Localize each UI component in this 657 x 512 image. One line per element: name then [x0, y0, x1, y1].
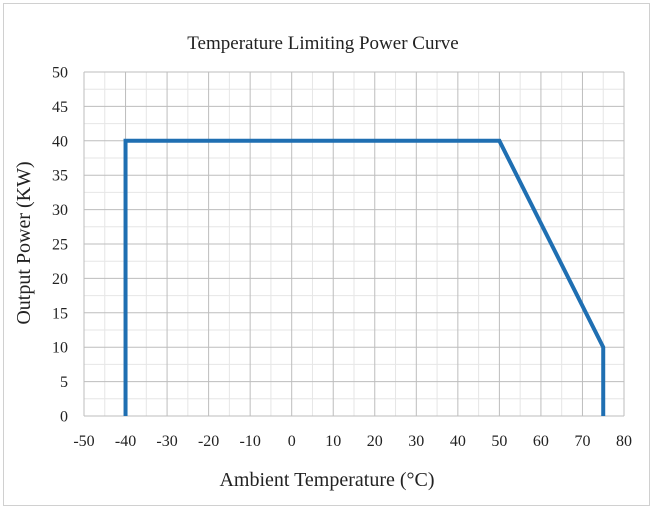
x-tick-label: 20	[367, 433, 383, 450]
x-tick-label: -40	[115, 433, 136, 450]
y-axis-title: Output Power (KW)	[13, 161, 35, 324]
y-tick-label: 20	[52, 271, 68, 288]
y-tick-label: 35	[52, 168, 68, 185]
x-tick-label: -20	[198, 433, 219, 450]
chart-frame	[3, 3, 650, 506]
y-tick-label: 50	[52, 65, 68, 82]
chart-title: Temperature Limiting Power Curve	[187, 33, 458, 54]
y-tick-label: 25	[52, 237, 68, 254]
x-tick-label: 60	[533, 433, 549, 450]
y-tick-label: 45	[52, 99, 68, 116]
x-tick-label: 0	[288, 433, 296, 450]
y-tick-label: 10	[52, 340, 68, 357]
series-line-output-power	[123, 138, 606, 416]
x-axis-title: Ambient Temperature (°C)	[219, 469, 434, 491]
series-layer	[123, 138, 606, 416]
grid	[83, 71, 625, 417]
x-tick-label: -50	[73, 433, 94, 450]
y-tick-label: 0	[60, 409, 68, 426]
x-tick-label: 80	[616, 433, 632, 450]
y-tick-label: 40	[52, 133, 68, 150]
x-tick-label: 10	[325, 433, 341, 450]
x-tick-label: 70	[574, 433, 590, 450]
x-tick-label: -10	[239, 433, 260, 450]
y-tick-label: 15	[52, 305, 68, 322]
x-tick-label: -30	[156, 433, 177, 450]
y-tick-label: 5	[60, 374, 68, 391]
x-tick-label: 50	[491, 433, 507, 450]
x-tick-label: 30	[408, 433, 424, 450]
y-tick-label: 30	[52, 202, 68, 219]
x-tick-label: 40	[450, 433, 466, 450]
tick-labels: -50 -40 -30 -20 -10 0 10 20 30 40 50 60 70 80 0 5 10 15 20…	[52, 65, 632, 451]
